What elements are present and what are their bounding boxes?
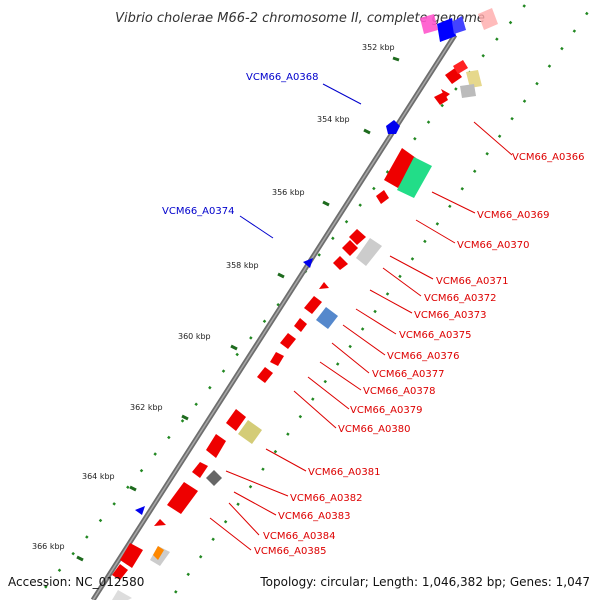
gene-label-vcm66-a0370: VCM66_A0370 [457, 240, 529, 251]
topology-text: Topology: circular; Length: 1,046,382 bp… [259, 575, 590, 589]
tick-label-362: 362 kbp [130, 403, 163, 412]
gene-label-vcm66-a0372: VCM66_A0372 [424, 293, 496, 304]
tick-marks [76, 56, 400, 562]
gene-label-vcm66-a0366: VCM66_A0366 [512, 152, 584, 163]
gene-label-vcm66-a0385: VCM66_A0385 [254, 546, 326, 557]
gene-label-vcm66-a0371: VCM66_A0371 [436, 276, 508, 287]
gene-label-vcm66-a0375: VCM66_A0375 [399, 330, 471, 341]
top-features [420, 8, 498, 42]
gene-label-vcm66-a0382: VCM66_A0382 [290, 493, 362, 504]
accession-text: Accession: NC_012580 [8, 575, 144, 589]
map-title: Vibrio cholerae M66-2 chromosome II, com… [115, 11, 485, 26]
gene-label-vcm66-a0384: VCM66_A0384 [263, 531, 335, 542]
tick-label-366: 366 kbp [32, 542, 65, 551]
gene-label-vcm66-a0377: VCM66_A0377 [372, 369, 444, 380]
reverse-gene-features [112, 60, 482, 600]
gene-label-vcm66-a0380: VCM66_A0380 [338, 424, 410, 435]
tick-label-364: 364 kbp [82, 472, 115, 481]
gene-label-vcm66-a0373: VCM66_A0373 [414, 310, 486, 321]
gene-label-vcm66-a0376: VCM66_A0376 [387, 351, 459, 362]
tick-label-354: 354 kbp [317, 115, 350, 124]
gene-label-vcm66-a0381: VCM66_A0381 [308, 467, 380, 478]
tick-label-356: 356 kbp [272, 188, 305, 197]
gene-label-vcm66-a0378: VCM66_A0378 [363, 386, 435, 397]
gene-label-vcm66-a0369: VCM66_A0369 [477, 210, 549, 221]
forward-gene-features [135, 120, 400, 515]
inner-dot-ring [168, 0, 598, 600]
gene-label-vcm66-a0374: VCM66_A0374 [162, 206, 234, 217]
leader-lines [209, 83, 513, 551]
gene-label-vcm66-a0379: VCM66_A0379 [350, 405, 422, 416]
tick-label-352: 352 kbp [362, 43, 395, 52]
gene-label-vcm66-a0383: VCM66_A0383 [278, 511, 350, 522]
tick-label-358: 358 kbp [226, 261, 259, 270]
tick-label-360: 360 kbp [178, 332, 211, 341]
gene-label-vcm66-a0368: VCM66_A0368 [246, 72, 318, 83]
